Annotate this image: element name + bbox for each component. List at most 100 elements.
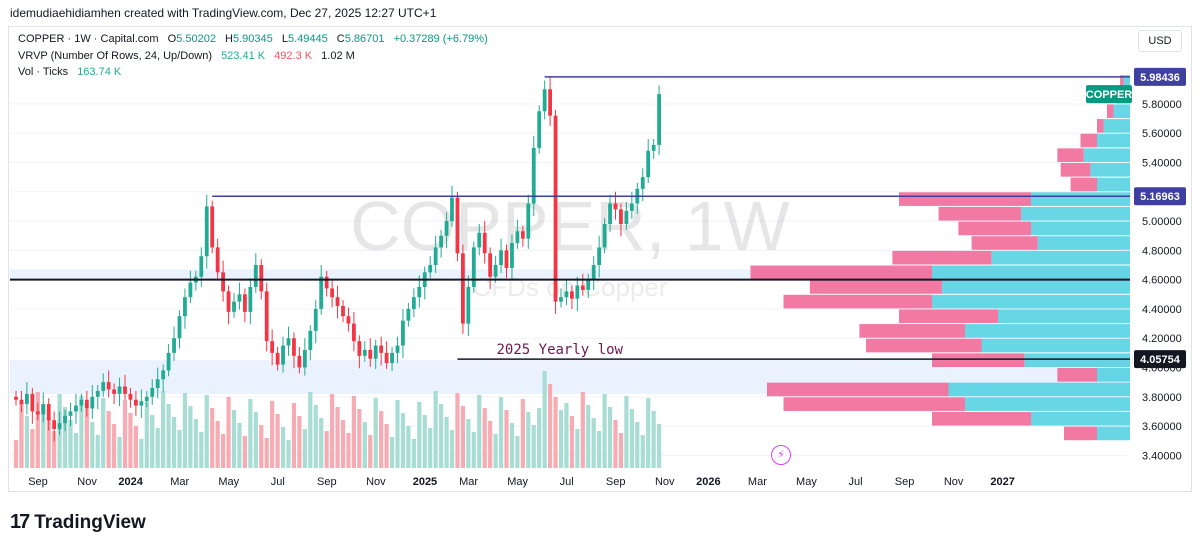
candle-body	[259, 265, 264, 292]
legend-h-label: H	[225, 33, 233, 45]
volume-bar	[597, 431, 602, 468]
candle-body	[275, 352, 280, 365]
vp-up-row	[1037, 236, 1130, 250]
volume-bar	[210, 408, 215, 468]
candle-body	[150, 388, 155, 397]
volume-bar	[586, 405, 591, 468]
candle-body	[74, 405, 78, 412]
volume-bar	[117, 437, 122, 468]
candle-body	[510, 243, 514, 268]
vp-down-row	[1057, 148, 1084, 162]
x-tick-label: Sep	[895, 476, 915, 488]
vp-up-row	[1097, 426, 1130, 441]
candle-body	[559, 297, 563, 302]
candle-body	[63, 415, 67, 424]
vp-up-row	[1031, 411, 1130, 426]
volume-bar	[291, 403, 297, 468]
volume-bar	[84, 409, 89, 468]
vp-down-row	[767, 382, 949, 397]
vp-up-row	[932, 265, 1130, 280]
candle-body	[264, 291, 269, 342]
candle-body	[232, 301, 236, 312]
candle-body	[401, 320, 405, 346]
volume-bar	[520, 399, 525, 468]
x-tick-label: Mar	[459, 476, 478, 488]
candle-body	[188, 282, 193, 298]
volume-bar	[477, 395, 482, 468]
watermark-title: COPPER, 1W	[350, 187, 790, 265]
candle-body	[221, 272, 225, 292]
volume-bar	[395, 400, 400, 468]
candle-body	[373, 345, 378, 359]
candle-body	[161, 370, 166, 380]
price-tag-label: 5.16963	[1140, 191, 1180, 203]
x-tick-label: 2025	[413, 476, 437, 488]
volume-bar	[471, 432, 476, 468]
volume-bar	[193, 419, 198, 468]
candle-body	[106, 382, 111, 390]
candle-body	[128, 393, 133, 400]
candle-body	[384, 352, 389, 364]
volume-bar	[558, 410, 564, 468]
candle-body	[531, 147, 536, 204]
candle-body	[139, 401, 144, 406]
volume-bar	[433, 391, 438, 468]
volume-bar	[613, 420, 618, 468]
candle-body	[597, 247, 602, 265]
candle-body	[90, 396, 95, 409]
volume-bar	[406, 426, 411, 468]
volume-bar	[139, 439, 144, 468]
volume-bar	[188, 406, 193, 468]
chart-frame[interactable]	[8, 26, 1192, 492]
volume-bar	[231, 410, 237, 468]
volume-bar	[24, 416, 29, 468]
candle-body	[619, 209, 623, 224]
volume-bar	[411, 439, 416, 468]
vp-down-row	[932, 353, 1025, 367]
candle-body	[411, 297, 416, 309]
y-tick-label: 3.60000	[1142, 421, 1182, 433]
legend-close: 5.86701	[344, 33, 385, 45]
volume-bar	[526, 412, 531, 468]
volume-bar	[537, 408, 542, 468]
volume-bar	[629, 409, 634, 468]
x-tick-label: Sep	[28, 476, 48, 488]
volume-bar	[199, 432, 204, 468]
volume-bar	[466, 419, 471, 468]
y-tick-label: 3.40000	[1142, 450, 1182, 462]
candle-body	[335, 297, 340, 306]
candle-body	[286, 338, 291, 346]
legend-high: 5.90345	[233, 33, 273, 45]
volume-bar	[444, 417, 449, 468]
currency-button[interactable]: USD	[1138, 30, 1182, 52]
volume-bar	[351, 396, 356, 468]
candle-body	[19, 399, 24, 405]
vp-down-row	[1120, 75, 1124, 89]
volume-bar	[41, 405, 46, 468]
candle-body	[292, 338, 296, 356]
candle-body	[493, 265, 498, 277]
candle-body	[243, 294, 247, 312]
price-tag-label: 4.05754	[1140, 354, 1181, 366]
lightning-icon[interactable]: ⚡	[771, 445, 791, 465]
volume-bar	[215, 421, 220, 468]
x-tick-label: Sep	[606, 476, 626, 488]
volume-bar	[62, 407, 68, 468]
price-tag-bg	[1134, 187, 1186, 206]
candle-body	[144, 396, 149, 402]
volume-bar	[319, 418, 324, 468]
volume-bar	[362, 422, 367, 468]
volume-bar	[449, 430, 455, 468]
volume-bar	[330, 394, 335, 468]
tv-logo-mark: 17	[10, 511, 30, 533]
candle-body	[155, 379, 160, 388]
volume-bar	[389, 437, 395, 468]
candle-body	[199, 256, 204, 277]
candle-body	[248, 286, 253, 312]
candle-body	[482, 232, 487, 254]
candle-body	[433, 247, 438, 265]
volume-bar	[286, 440, 291, 468]
volume-bar	[428, 428, 433, 468]
volume-bar	[422, 415, 427, 468]
